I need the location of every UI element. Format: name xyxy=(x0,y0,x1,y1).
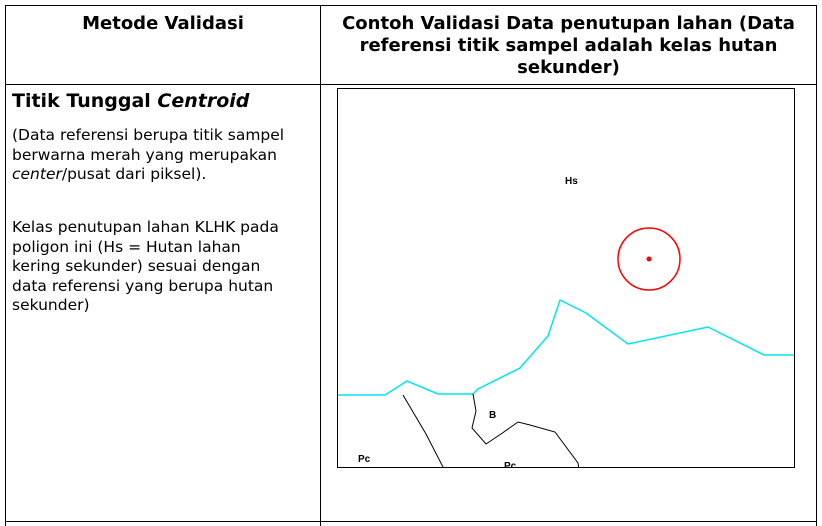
map-label-b: B xyxy=(489,410,497,421)
map-canvas xyxy=(338,227,794,467)
table-row-divider xyxy=(5,521,817,522)
map-label-hs: Hs xyxy=(565,176,578,187)
sample-buffer-circle xyxy=(617,227,681,291)
header-col1-text: Metode Validasi xyxy=(82,13,244,34)
sample-point-centroid xyxy=(646,256,652,262)
method-description-1: (Data referensi berupa titik sampel berw… xyxy=(12,126,312,185)
desc2-line4: data referensi yang berupa hutan xyxy=(12,276,274,295)
desc1-line2: berwarna merah yang merupakan xyxy=(12,145,277,164)
desc2-line1: Kelas penutupan lahan KLHK pada xyxy=(12,218,279,236)
desc2-line5: sekunder) xyxy=(12,296,90,314)
method-title: Titik Tunggal Centroid xyxy=(12,90,249,112)
method-title-italic: Centroid xyxy=(157,90,250,112)
desc1-line1: (Data referensi berupa titik sampel xyxy=(12,126,285,144)
table-border-left xyxy=(5,5,6,526)
table-border-right xyxy=(816,5,817,526)
header-metode-validasi: Metode Validasi xyxy=(6,13,320,35)
desc2-line3: kering sekunder) sesuai dengan xyxy=(12,257,261,275)
table-column-divider xyxy=(320,5,321,526)
cyan-polygon-boundary xyxy=(338,298,794,396)
black-polygon-boundary-2 xyxy=(471,393,580,467)
land-cover-map: Hs B Pc Pc xyxy=(337,88,795,468)
header-contoh-validasi: Contoh Validasi Data penutupan lahan (Da… xyxy=(321,13,816,79)
header-col2-line3: sekunder) xyxy=(517,57,620,78)
method-title-plain: Titik Tunggal xyxy=(12,90,158,112)
header-col2-line2: referensi titik sampel adalah kelas huta… xyxy=(359,35,778,56)
desc1-line3-rest: /pusat dari piksel). xyxy=(61,165,207,183)
table-border-top xyxy=(5,5,817,6)
desc1-line3: center/pusat dari piksel). xyxy=(12,165,312,185)
table-header-divider xyxy=(5,84,817,85)
map-label-pc-bottom: Pc xyxy=(504,461,517,468)
desc1-italic-center: center xyxy=(12,165,62,183)
black-polygon-boundary-1 xyxy=(402,394,444,467)
desc2-line2: poligon ini (Hs = Hutan lahan xyxy=(12,237,241,256)
map-label-pc-left: Pc xyxy=(358,454,371,465)
header-col2-line1: Contoh Validasi Data penutupan lahan (Da… xyxy=(342,13,795,34)
method-description-2: Kelas penutupan lahan KLHK pada poligon … xyxy=(12,218,312,316)
